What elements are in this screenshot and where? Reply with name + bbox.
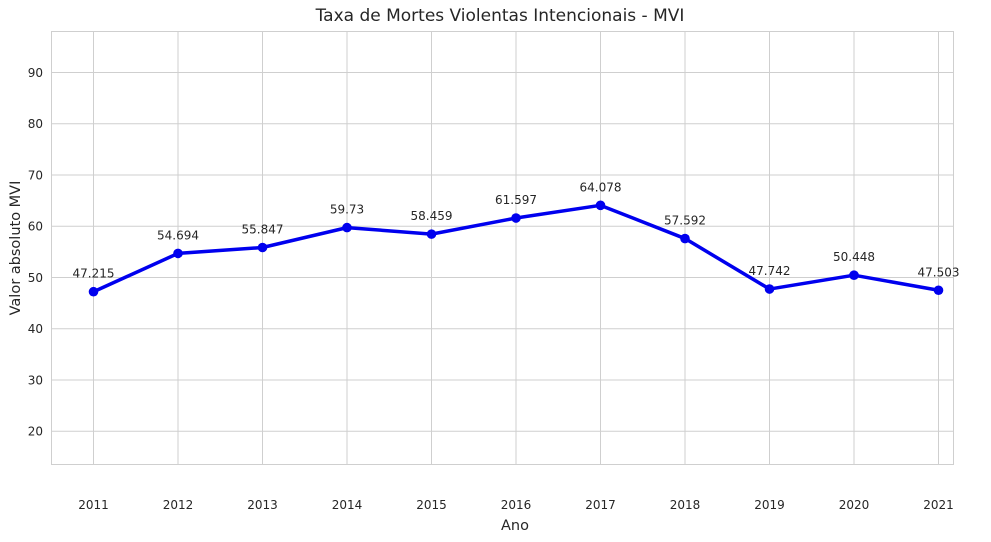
data-point xyxy=(595,200,606,211)
y-tick-label: 60 xyxy=(28,220,43,234)
y-tick-label: 80 xyxy=(28,117,43,131)
data-label: 47.503 xyxy=(918,265,960,279)
data-label: 57.592 xyxy=(664,214,706,228)
data-point xyxy=(257,242,268,253)
y-axis-label: Valor absoluto MVI xyxy=(8,181,24,316)
data-label: 58.459 xyxy=(411,209,453,223)
x-tick-label: 2016 xyxy=(501,498,532,512)
data-point xyxy=(88,286,99,297)
y-tick-label: 90 xyxy=(28,66,43,80)
data-label: 61.597 xyxy=(495,193,537,207)
y-tick-label: 20 xyxy=(28,425,43,439)
x-tick-label: 2019 xyxy=(754,498,785,512)
data-point xyxy=(680,233,690,244)
x-tick-label: 2021 xyxy=(923,498,954,512)
data-label: 59.73 xyxy=(330,203,364,217)
x-tick-label: 2013 xyxy=(247,498,278,512)
series xyxy=(88,200,944,297)
data-point xyxy=(342,222,352,233)
tick-labels: 2011 2012 2013 2014 2015 2016 2017 2018 2019 2020… xyxy=(28,66,954,512)
data-label: 50.448 xyxy=(833,250,875,264)
grid xyxy=(51,31,954,465)
y-tick-label: 50 xyxy=(28,271,43,285)
x-tick-label: 2015 xyxy=(416,498,447,512)
data-label: 47.742 xyxy=(749,264,791,278)
data-label: 54.694 xyxy=(157,228,199,242)
x-axis-label: Ano xyxy=(501,518,529,534)
data-point xyxy=(173,248,183,259)
chart-title: Taxa de Mortes Violentas Intencionais - … xyxy=(315,6,685,26)
data-label: 64.078 xyxy=(580,180,622,194)
data-point xyxy=(849,270,859,280)
y-tick-label: 70 xyxy=(28,168,43,182)
y-tick-label: 30 xyxy=(28,373,43,387)
x-tick-label: 2014 xyxy=(332,498,363,512)
data-point xyxy=(511,213,521,223)
x-tick-label: 2012 xyxy=(163,498,194,512)
data-point xyxy=(933,285,944,296)
data-labels: 47.215 54.694 55.847 59.73 58.459 61.597 64.07… xyxy=(73,180,960,280)
plot-frame xyxy=(51,31,954,465)
data-label: 47.215 xyxy=(73,267,115,281)
x-tick-label: 2011 xyxy=(78,498,109,512)
data-point xyxy=(764,284,775,294)
data-point xyxy=(426,229,437,239)
x-tick-label: 2017 xyxy=(585,498,616,512)
data-label: 55.847 xyxy=(242,223,284,237)
x-tick-label: 2020 xyxy=(839,498,870,512)
y-tick-label: 40 xyxy=(28,322,43,336)
x-tick-label: 2018 xyxy=(670,498,701,512)
